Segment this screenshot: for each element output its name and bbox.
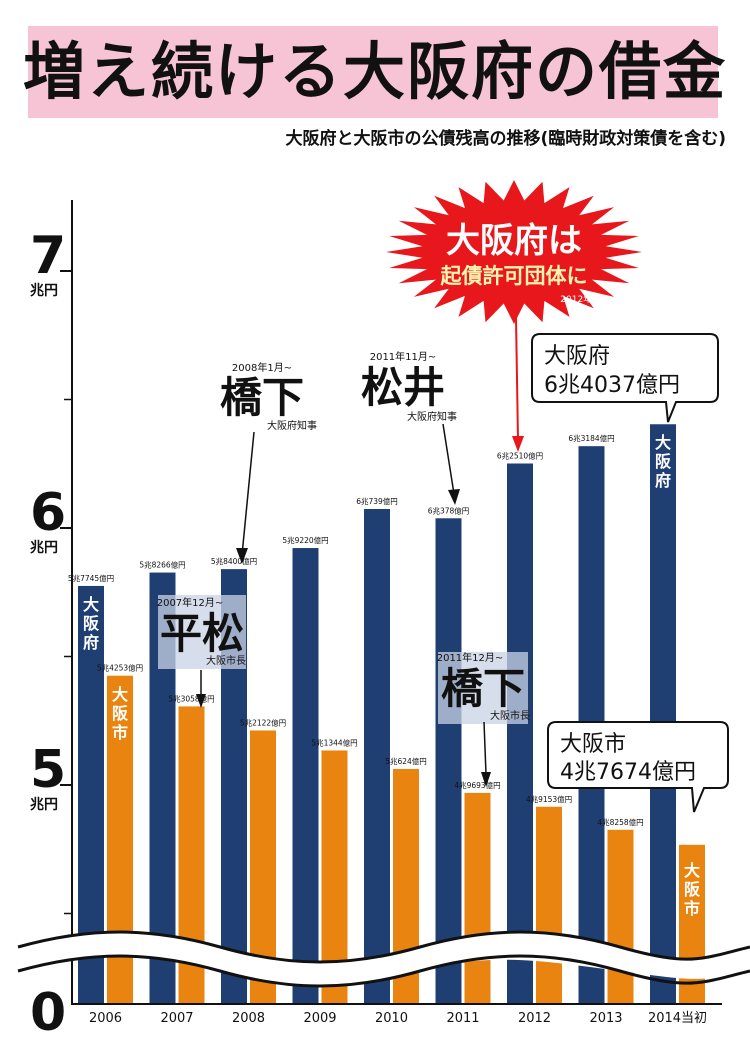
- title-band: [28, 26, 718, 118]
- data-label-shi: 4兆9153億円: [526, 794, 572, 804]
- y-unit-label: 兆円: [30, 540, 58, 556]
- x-tick-label: 2013: [589, 1011, 622, 1026]
- axis-break-line: [17, 954, 750, 988]
- annotation-date: 2011年12月~: [437, 651, 504, 664]
- bar-osaka-fu: [292, 548, 319, 1003]
- data-label-fu: 5兆7745億円: [68, 573, 114, 583]
- series-label-fu: 大阪府: [83, 595, 100, 652]
- callout-shi: [547, 721, 729, 813]
- x-tick-label: 2007: [160, 1011, 193, 1026]
- bar-osaka-fu: [507, 463, 533, 1003]
- series-label-shi-2014: 大阪市: [684, 861, 701, 918]
- data-label-fu: 6兆2510億円: [497, 450, 543, 460]
- burst-note: 2012年~: [560, 293, 599, 305]
- annotation-arrowhead: [481, 772, 491, 787]
- y-unit-label: 兆円: [30, 797, 58, 813]
- bar-osaka-fu: [435, 518, 462, 1003]
- axis-break-line: [17, 930, 750, 964]
- x-tick-label: 2012: [518, 1011, 551, 1026]
- annotation-role: 大阪府知事: [407, 410, 457, 423]
- callout-shi-name: 大阪市: [560, 732, 626, 757]
- annotation-name: 平松: [160, 609, 244, 658]
- annotation-date: 2008年1月~: [232, 361, 292, 374]
- bar-osaka-fu: [364, 509, 390, 1003]
- series-label-shi: 大阪市: [112, 685, 129, 742]
- annotation-role: 大阪府知事: [267, 419, 317, 432]
- burst-shape: [386, 180, 642, 324]
- annotation-name: 松井: [361, 363, 445, 412]
- y-tick-label: 0: [30, 983, 66, 1043]
- data-label-fu: 6兆3184億円: [568, 433, 614, 443]
- page-title: 増え続ける大阪府の借金: [22, 35, 727, 108]
- y-unit-label: 兆円: [30, 283, 58, 299]
- x-tick-label: 2014当初: [648, 1011, 707, 1026]
- x-tick-label: 2006: [89, 1011, 122, 1026]
- burst-line2: 起債許可団体に: [440, 264, 588, 288]
- series-label-fu-2014: 大阪府: [655, 433, 672, 490]
- bar-osaka-shi: [464, 792, 491, 1003]
- data-label-shi: 5兆3058億円: [168, 693, 214, 703]
- y-tick-label: 5: [30, 740, 66, 800]
- annotation-arrowhead: [196, 694, 206, 708]
- axis-break: [18, 932, 750, 986]
- annotation-name: 橋下: [441, 664, 525, 713]
- callout-fu: [531, 333, 719, 423]
- x-tick-label: 2009: [303, 1011, 336, 1026]
- x-tick-label: 2008: [232, 1011, 265, 1026]
- annotation-role: 大阪市長: [206, 654, 246, 667]
- annotation-date: 2007年12月~: [157, 596, 224, 609]
- bar-osaka-shi: [607, 829, 634, 1003]
- data-label-fu: 6兆378億円: [428, 505, 470, 515]
- data-label-shi: 5兆4253億円: [97, 663, 143, 673]
- annotation-bg: [438, 652, 528, 724]
- bar-osaka-shi: [536, 806, 562, 1003]
- annotation-arrow: [483, 721, 487, 775]
- callout-fu-value: 6兆4037億円: [544, 373, 680, 398]
- data-label-fu: 5兆9220億円: [282, 535, 328, 545]
- data-label-shi: 5兆2122億円: [240, 717, 286, 727]
- data-label-fu: 5兆8266億円: [139, 560, 185, 570]
- burst-line1: 大阪府は: [446, 221, 582, 261]
- callout-shi-value: 4兆7674億円: [560, 760, 696, 785]
- annotation-arrow: [241, 431, 255, 556]
- annotation-role: 大阪市長: [490, 709, 530, 722]
- x-tick-label: 2011: [446, 1011, 479, 1026]
- x-tick-label: 2010: [375, 1011, 408, 1026]
- bar-osaka-fu: [650, 424, 676, 1003]
- data-label-fu: 5兆8400億円: [211, 556, 257, 566]
- data-label-shi: 4兆9693億円: [454, 780, 500, 790]
- data-label-shi: 5兆1344億円: [311, 737, 357, 747]
- annotation-date: 2011年11月~: [370, 350, 437, 363]
- data-label-shi: 5兆624億円: [385, 756, 427, 766]
- annotation-arrowhead: [448, 489, 460, 505]
- annotation-bg: [158, 595, 246, 669]
- annotation-arrow: [442, 423, 455, 495]
- burst-arrow: [515, 317, 519, 441]
- y-tick-label: 7: [30, 226, 66, 286]
- annotation-arrowhead: [236, 548, 248, 564]
- callout-fu-name: 大阪府: [544, 344, 610, 369]
- annotation-name: 橋下: [220, 373, 304, 422]
- y-tick-label: 6: [30, 483, 66, 543]
- page-subtitle: 大阪府と大阪市の公債残高の推移(臨時財政対策債を含む): [285, 129, 726, 149]
- burst-arrowhead: [512, 436, 524, 452]
- data-label-fu: 6兆739億円: [356, 496, 398, 506]
- data-label-shi: 4兆8258億円: [597, 817, 643, 827]
